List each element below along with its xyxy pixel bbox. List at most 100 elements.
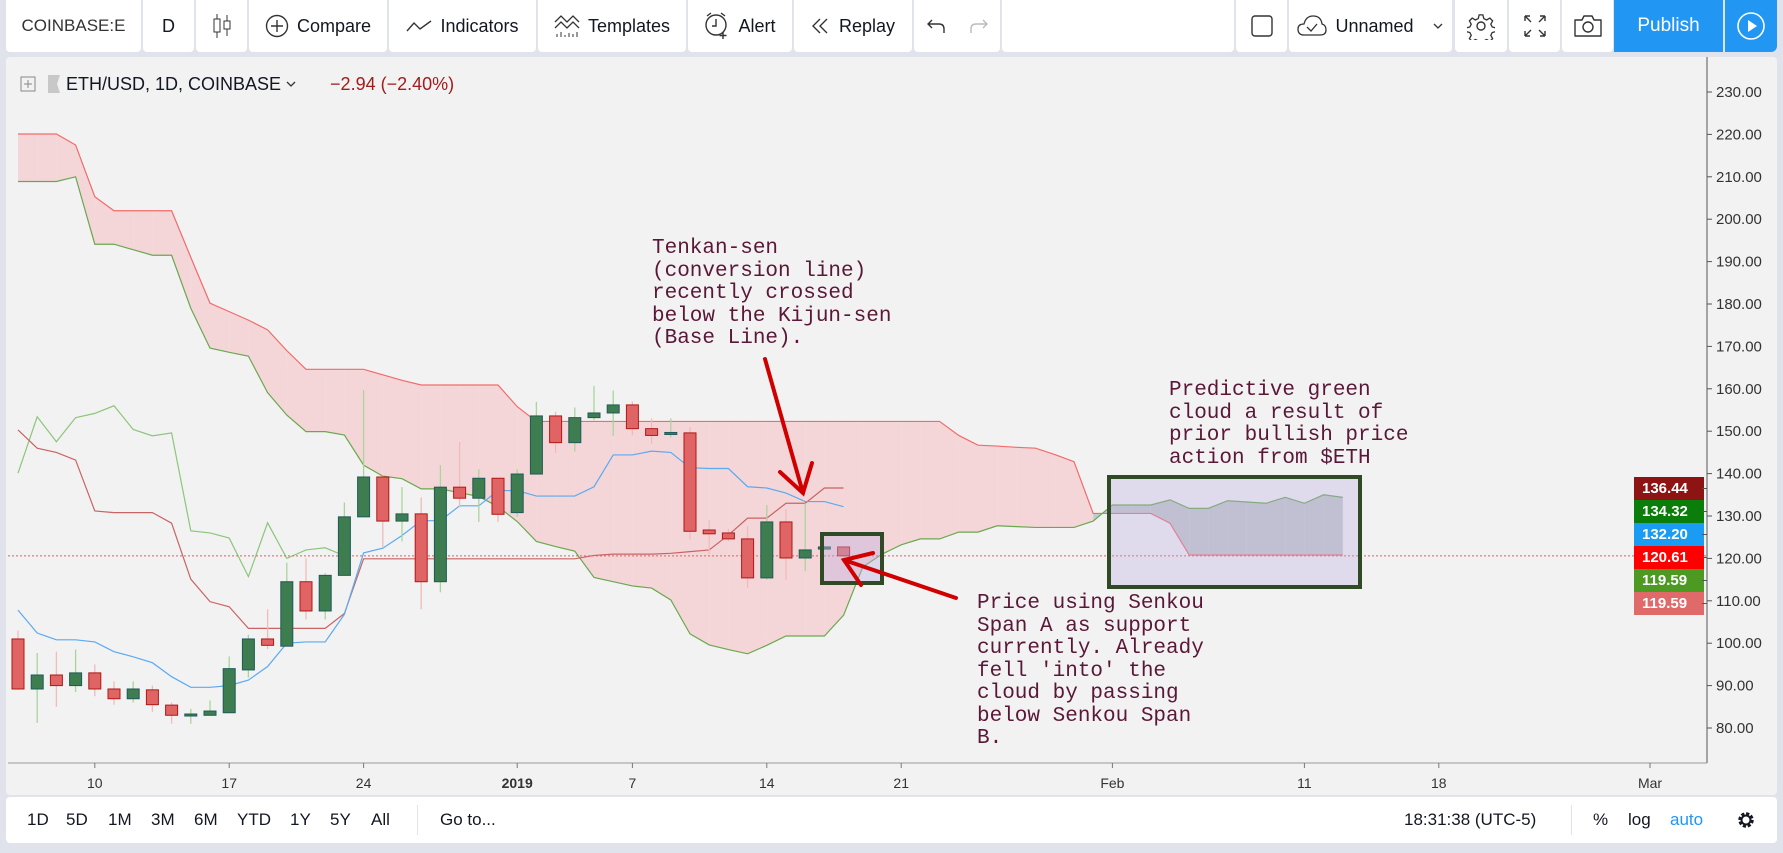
alarm-clock-icon (705, 12, 728, 39)
alert-button[interactable]: Alert (688, 0, 792, 52)
candle-body (433, 486, 447, 583)
cloud-segment (574, 421, 594, 578)
interval-label: D (162, 15, 175, 36)
cloud-segment (382, 374, 402, 479)
symbol-search-button[interactable]: COINBASE:E (6, 0, 141, 52)
gear-icon[interactable] (1736, 810, 1756, 830)
templates-button[interactable]: Templates (538, 0, 686, 52)
kijun-sen-line (17, 429, 844, 629)
candle-body (30, 674, 44, 690)
price-axis-label: 120.00 (1716, 550, 1762, 567)
percent-toggle[interactable]: % (1593, 810, 1609, 829)
cloud-segment (210, 303, 230, 353)
auto-scale-toggle[interactable]: auto (1670, 810, 1704, 829)
symbol-title[interactable]: ETH/USD, 1D, COINBASE (66, 73, 282, 94)
candle (491, 477, 505, 522)
publish-video-button[interactable] (1725, 0, 1777, 52)
undo-icon[interactable] (926, 18, 946, 34)
goto-button[interactable]: Go to... (440, 810, 496, 829)
range-all[interactable]: All (371, 810, 390, 829)
candle-body (625, 404, 639, 430)
arrow-to-price (840, 551, 958, 600)
candle (798, 503, 812, 572)
settings-button[interactable] (1455, 0, 1507, 52)
ichimoku-chart[interactable]: 230.00 220.00 210.00 200.00 190.00 180.00 170.… (0, 0, 1783, 800)
cloud-segment (229, 311, 249, 357)
candle (625, 401, 639, 436)
cloud-segment (1189, 508, 1209, 556)
plus-circle-icon (265, 14, 289, 38)
interval-button[interactable]: D (143, 0, 194, 52)
time-axis-label: 18 (1431, 775, 1447, 791)
candle (11, 630, 25, 690)
candle-body (107, 688, 121, 700)
range-ytd[interactable]: YTD (237, 810, 271, 829)
candle-body (145, 689, 159, 706)
price-axis-label: 210.00 (1716, 169, 1762, 186)
range-3m[interactable]: 3M (151, 810, 175, 829)
cloud-segment (978, 445, 998, 533)
undo-redo-group (914, 0, 1000, 52)
layout-button[interactable]: Unnamed (1289, 0, 1452, 52)
price-axis-label: 140.00 (1716, 466, 1762, 483)
log-toggle[interactable]: log (1628, 810, 1651, 829)
cloud-segment (1304, 494, 1324, 556)
expand-square-icon[interactable] (20, 76, 36, 92)
tenkan-sen-line (17, 450, 844, 688)
candle (49, 651, 63, 707)
price-support-annotation[interactable]: Price using Senkou Span A as support cur… (977, 592, 1204, 750)
divider (1571, 805, 1572, 835)
cloud-segment (824, 421, 844, 636)
cloud-segment (114, 210, 134, 250)
cloud-segment (94, 196, 114, 245)
range-1m[interactable]: 1M (108, 810, 132, 829)
indicators-button[interactable]: Indicators (389, 0, 536, 52)
play-circle-icon (1737, 12, 1765, 40)
compare-button[interactable]: Compare (249, 0, 387, 52)
cloud-segment (1016, 447, 1036, 528)
price-tag-value: 120.61 (1642, 549, 1688, 566)
candle (107, 681, 121, 705)
candle (510, 469, 524, 517)
fullscreen-button[interactable] (1509, 0, 1560, 52)
chevron-down-icon[interactable] (285, 80, 297, 88)
publish-button[interactable]: Publish (1614, 0, 1723, 52)
predictive-cloud-annotation[interactable]: Predictive green cloud a result of prior… (1169, 379, 1409, 470)
candle (222, 656, 236, 714)
templates-icon (554, 15, 580, 37)
candle (126, 681, 140, 703)
chart-style-button[interactable] (196, 0, 247, 52)
range-5y[interactable]: 5Y (330, 810, 351, 829)
cloud-segment (248, 320, 268, 393)
time-axis-label: 11 (1297, 775, 1312, 791)
cloud-segment (1150, 499, 1170, 524)
cloud-segment (1285, 497, 1305, 556)
cloud-segment (440, 384, 460, 493)
drawings-toggle-button[interactable] (1236, 0, 1287, 52)
range-5d[interactable]: 5D (66, 810, 88, 829)
tenkan-annotation[interactable]: Tenkan-sen (conversion line) recently cr… (652, 237, 892, 350)
range-1y[interactable]: 1Y (290, 810, 311, 829)
cloud-segment (632, 421, 652, 589)
candle (683, 426, 697, 540)
cloud-segment (766, 421, 786, 646)
snapshot-button[interactable] (1562, 0, 1613, 52)
cloud-segment (363, 369, 383, 477)
price-tag-value: 119.59 (1642, 572, 1688, 589)
redo-icon[interactable] (969, 18, 989, 34)
replay-button[interactable]: Replay (794, 0, 912, 52)
candle (261, 609, 275, 650)
cloud-segment (920, 421, 940, 539)
candle-body (222, 668, 236, 714)
price-tag-value: 136.44 (1642, 480, 1688, 497)
candle-body (261, 638, 275, 646)
time-axis-label: 10 (87, 775, 103, 791)
camera-icon (1573, 15, 1602, 37)
candle (472, 469, 486, 522)
candle (721, 528, 735, 542)
candle-body (11, 638, 25, 690)
range-6m[interactable]: 6M (194, 810, 218, 829)
clock-timezone[interactable]: 18:31:38 (UTC-5) (1404, 810, 1537, 829)
range-1d[interactable]: 1D (27, 810, 49, 829)
cloud-segment (958, 435, 978, 533)
